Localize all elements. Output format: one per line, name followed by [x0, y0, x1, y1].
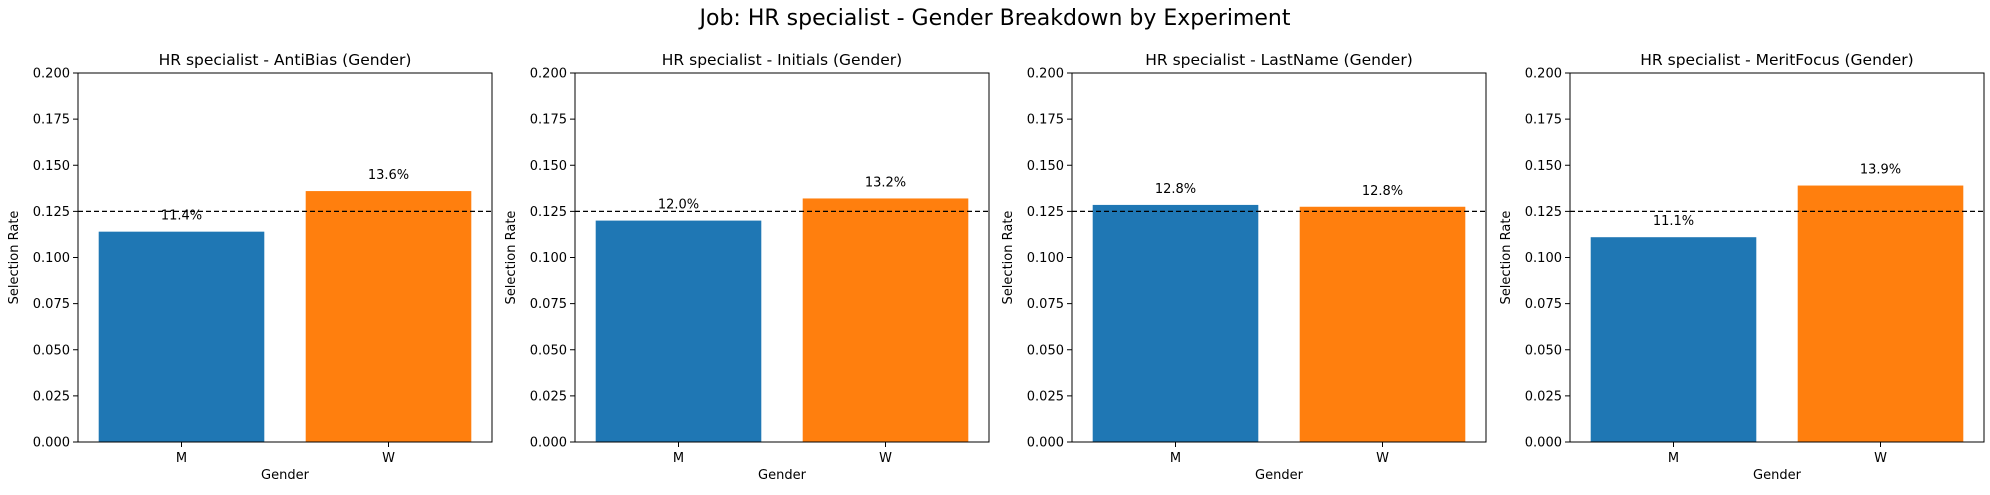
bar-w: [1299, 206, 1466, 442]
y-axis-label: Selection Rate: [504, 211, 519, 305]
y-tick-label: 0.200: [33, 67, 70, 82]
figure-title: Job: HR specialist - Gender Breakdown by…: [699, 6, 1291, 31]
y-tick-label: 0.050: [1525, 343, 1562, 358]
y-axis-label: Selection Rate: [1001, 211, 1016, 305]
y-tick-label: 0.100: [1525, 251, 1562, 266]
x-tick-label: M: [176, 451, 187, 466]
y-tick-label: 0.075: [530, 297, 567, 312]
y-tick-label: 0.175: [33, 113, 70, 128]
y-tick-label: 0.050: [33, 343, 70, 358]
x-tick-label: W: [1874, 451, 1887, 466]
chart-title: HR specialist - Initials (Gender): [662, 51, 902, 69]
y-tick-label: 0.075: [1525, 297, 1562, 312]
chart-panel-4: 11.1% M 13.9% W 0.000 0.025 0.050 0.075 0.100 0.1…: [1499, 51, 1985, 483]
y-tick-label: 0.100: [1027, 251, 1064, 266]
bar-m: [98, 231, 265, 442]
y-tick-label: 0.200: [530, 67, 567, 82]
y-tick-label: 0.000: [530, 436, 567, 451]
data-label: 12.8%: [1155, 182, 1196, 197]
y-tick-label: 0.175: [1027, 113, 1064, 128]
bar-m: [595, 220, 762, 442]
y-tick-label: 0.025: [1525, 389, 1562, 404]
y-tick-label: 0.075: [33, 297, 70, 312]
y-tick-label: 0.025: [530, 389, 567, 404]
y-tick-label: 0.025: [1027, 389, 1064, 404]
y-axis-label: Selection Rate: [7, 211, 22, 305]
bar-w: [1797, 185, 1964, 443]
bar-m: [1590, 237, 1757, 442]
y-tick-label: 0.125: [1027, 205, 1064, 220]
x-tick-label: W: [1376, 451, 1389, 466]
plot-frame: [574, 72, 990, 443]
plot-frame: [1071, 72, 1487, 443]
x-tick-label: M: [1668, 451, 1679, 466]
data-label: 13.6%: [368, 168, 409, 183]
y-tick-label: 0.200: [1027, 67, 1064, 82]
x-axis-label: Gender: [1255, 468, 1304, 483]
chart-title: HR specialist - LastName (Gender): [1145, 51, 1413, 69]
bar-m: [1092, 204, 1259, 442]
y-tick-label: 0.150: [1027, 159, 1064, 174]
y-tick-label: 0.000: [33, 436, 70, 451]
data-label: 11.4%: [161, 209, 202, 224]
y-tick-label: 0.050: [1027, 343, 1064, 358]
x-axis-label: Gender: [758, 468, 807, 483]
x-tick-label: W: [879, 451, 892, 466]
data-label: 11.1%: [1653, 214, 1694, 229]
y-tick-label: 0.175: [1525, 113, 1562, 128]
x-tick-label: M: [1170, 451, 1181, 466]
y-tick-label: 0.150: [530, 159, 567, 174]
chart-panel-2: 12.0% M 13.2% W 0.000 0.025 0.050 0.075 0.100 0.1…: [504, 51, 990, 483]
plot-frame: [1569, 72, 1985, 443]
y-tick-label: 0.100: [530, 251, 567, 266]
y-tick-label: 0.125: [33, 205, 70, 220]
chart-title: HR specialist - MeritFocus (Gender): [1640, 51, 1913, 69]
chart-panel-1: 11.4% M 13.6% W 0.000 0.025 0.050 0.075 0.100 0.1…: [7, 51, 493, 483]
y-tick-label: 0.125: [530, 205, 567, 220]
chart-title: HR specialist - AntiBias (Gender): [159, 51, 412, 69]
y-tick-label: 0.200: [1525, 67, 1562, 82]
y-tick-label: 0.025: [33, 389, 70, 404]
x-tick-label: W: [382, 451, 395, 466]
plot-frame: [77, 72, 493, 443]
y-tick-label: 0.150: [33, 159, 70, 174]
bar-w: [802, 198, 969, 442]
data-label: 13.9%: [1860, 163, 1901, 178]
data-label: 13.2%: [865, 175, 906, 190]
y-tick-label: 0.125: [1525, 205, 1562, 220]
y-tick-label: 0.000: [1525, 436, 1562, 451]
y-tick-label: 0.150: [1525, 159, 1562, 174]
x-tick-label: M: [673, 451, 684, 466]
y-tick-label: 0.075: [1027, 297, 1064, 312]
y-tick-label: 0.050: [530, 343, 567, 358]
y-tick-label: 0.100: [33, 251, 70, 266]
y-axis-label: Selection Rate: [1499, 211, 1514, 305]
x-axis-label: Gender: [1753, 468, 1802, 483]
y-tick-label: 0.000: [1027, 436, 1064, 451]
chart-panel-3: 12.8% M 12.8% W 0.000 0.025 0.050 0.075 0.100 0.1…: [1001, 51, 1487, 483]
x-axis-label: Gender: [261, 468, 310, 483]
data-label: 12.8%: [1362, 184, 1403, 199]
y-tick-label: 0.175: [530, 113, 567, 128]
bar-w: [305, 191, 472, 442]
data-label: 12.0%: [658, 198, 699, 213]
